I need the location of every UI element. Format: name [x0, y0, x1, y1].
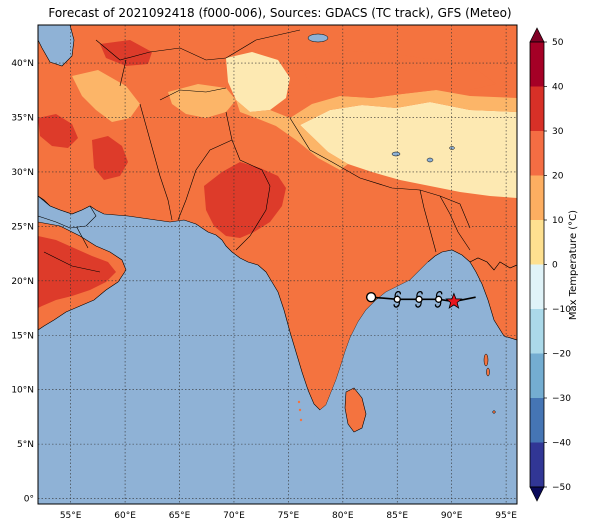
maldives-islands: [297, 400, 303, 422]
himalaya-edge: [236, 100, 348, 170]
y-tick-label: 15°N: [11, 331, 34, 341]
colorbar-tick-label: 10: [552, 216, 564, 226]
x-tick-label: 70°E: [223, 511, 245, 521]
colorbar-tick-label: 40: [552, 83, 564, 93]
x-tick-label: 60°E: [114, 511, 136, 521]
colorbar-top-extend: [529, 27, 545, 43]
colorbar-band: [530, 42, 544, 87]
x-tick-label: 95°E: [495, 511, 517, 521]
colorbar-tick-label: 20: [552, 172, 564, 182]
colorbar-band: [530, 86, 544, 131]
country-borders: [43, 29, 471, 273]
y-tick-label: 25°N: [11, 222, 34, 232]
iran-south-hot-region: [92, 136, 128, 180]
iran-plateau: [72, 70, 140, 122]
y-tick-label: 30°N: [11, 168, 34, 178]
colorbar-band: [530, 264, 544, 309]
tibet-plateau: [300, 102, 517, 198]
persian-gulf: [38, 195, 97, 229]
colorbar-bands: [530, 42, 544, 487]
colorbar-band: [530, 220, 544, 265]
x-axis-ticks: 55°E 60°E 65°E 70°E 75°E 80°E 85°E 90°E 95°E: [60, 511, 517, 521]
x-tick-label: 55°E: [60, 511, 82, 521]
colorbar-band: [530, 442, 544, 487]
colorbar-tick-label: −40: [552, 439, 571, 449]
y-tick-label: 35°N: [11, 114, 34, 124]
thar-hot-region: [204, 162, 286, 238]
y-tick-label: 10°N: [11, 386, 34, 396]
y-tick-label: 5°N: [17, 440, 34, 450]
oman-hot-region: [38, 236, 116, 308]
cyclone-symbol: [415, 291, 423, 308]
map-title: Forecast of 2021092418 (f000-006), Sourc…: [48, 6, 512, 20]
colorbar-band: [530, 309, 544, 354]
cyclone-symbol: [434, 291, 443, 308]
caspian-sea: [38, 25, 75, 67]
y-axis-ticks: 0° 5°N 10°N 15°N 20°N 25°N 30°N 35°N 40°N: [11, 59, 34, 504]
x-tick-label: 85°E: [386, 511, 408, 521]
tarim-basin: [300, 50, 496, 98]
storm-track: [365, 291, 476, 309]
colorbar-tick-label: −50: [552, 483, 571, 493]
colorbar-tick-label: 30: [552, 127, 564, 137]
colorbar-tick-label: −20: [552, 350, 571, 360]
colorbar-ticks: 50 40 30 20 10 0 −10 −20 −30 −40 −50: [544, 38, 571, 493]
andaman-islands: [483, 353, 496, 414]
turkmen-hot-region: [100, 40, 152, 66]
current-position-star: [445, 292, 463, 309]
x-tick-label: 65°E: [169, 511, 191, 521]
mesopotamia-hot-region: [38, 114, 78, 148]
x-tick-label: 80°E: [332, 511, 354, 521]
lakes: [307, 33, 455, 163]
colorbar-band: [530, 131, 544, 176]
colorbar-label: Max Temperature (°C): [568, 210, 579, 320]
y-tick-label: 0°: [24, 495, 34, 505]
afghan-highlands: [168, 84, 236, 118]
colorbar-band: [530, 353, 544, 398]
myanmar-coast: [469, 257, 517, 341]
colorbar-bottom-extend: [529, 486, 545, 502]
colorbar-tick-label: −30: [552, 394, 571, 404]
colorbar-tick-label: −10: [552, 305, 571, 315]
colorbar-band: [530, 398, 544, 443]
x-tick-label: 75°E: [278, 511, 300, 521]
track-start-circle: [365, 291, 377, 303]
x-tick-label: 90°E: [441, 511, 463, 521]
colorbar-tick-label: 0: [552, 261, 558, 271]
y-tick-label: 40°N: [11, 59, 34, 69]
y-tick-label: 20°N: [11, 277, 34, 287]
colorbar-band: [530, 175, 544, 220]
sri-lanka: [344, 387, 367, 433]
colorbar-tick-label: 50: [552, 38, 564, 48]
tibet-cool-band: [290, 90, 517, 125]
pamir-mountains: [226, 52, 290, 112]
map-frame: [37, 24, 518, 505]
cyclone-symbol: [393, 291, 401, 308]
colorbar: 50 40 30 20 10 0 −10 −20 −30 −40 −50 Max Temperatu…: [529, 27, 579, 502]
bay-of-bengal: [300, 262, 517, 504]
map-gridlines: [38, 25, 517, 504]
